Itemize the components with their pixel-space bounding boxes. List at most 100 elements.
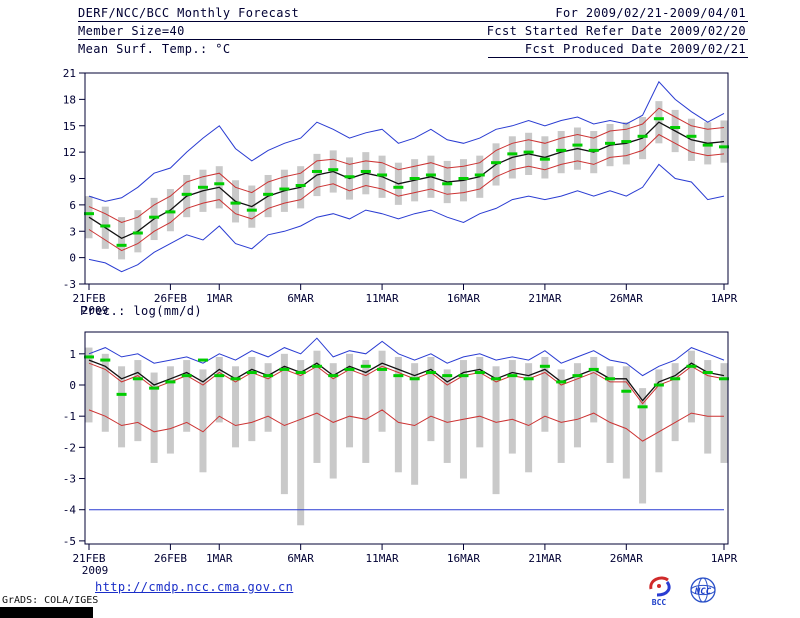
x-axis-year-label: 2009 [82,304,109,316]
observation-dash [100,224,111,228]
observation-dash [670,377,681,381]
observation-dash [458,374,469,378]
observation-dash [84,212,94,216]
ensemble-spread-bar [166,366,174,454]
ncc-logo-text: NCC [694,587,712,597]
ensemble-spread-bar [622,366,630,479]
observation-dash [344,367,355,371]
observation-dash [442,374,453,378]
ensemble-spread-bar [476,356,484,448]
observation-dash [670,126,681,130]
observation-dash [149,215,160,219]
observation-dash [702,371,713,375]
bcc-logo-dot [657,584,661,588]
ensemble-spread-bar [508,360,516,454]
observation-dash [507,152,518,156]
observation-dash [507,374,518,378]
page-title: DERF/NCC/BCC Monthly Forecast [78,6,300,20]
observation-dash [523,377,534,381]
observation-dash [84,355,94,359]
y-tick-label: 21 [63,67,76,80]
observation-dash [605,377,616,381]
observation-dash [621,140,632,144]
observation-dash [425,371,436,375]
observation-dash [653,117,664,121]
ensemble-mean-line [88,359,725,402]
ensemble-spread-bar [280,353,288,495]
cmdp-url-link[interactable]: http://cmdp.ncc.cma.gov.cn [95,580,294,594]
ensemble-spread-bar [557,369,565,463]
x-tick-label: 6MAR [287,552,314,565]
observation-dash [360,169,371,173]
ensemble-spread-bar [378,350,386,432]
variable-label: Mean Surf. Temp.: °C [78,42,231,56]
ensemble-spread-bar [427,356,435,442]
observation-dash [246,208,257,212]
member-size-label: Member Size=40 [78,24,185,38]
ensemble-spread-bar [720,363,728,463]
lower-quartile-line [88,409,724,442]
x-tick-label: 21FEB [72,552,105,565]
upper-quartile-line [88,362,725,405]
x-tick-label: 11MAR [366,292,399,305]
ensemble-spread-bar [329,363,337,479]
x-tick-label: 21MAR [528,292,561,305]
observation-dash [556,380,567,384]
ensemble-spread-bar [573,363,581,448]
observation-dash [605,141,616,145]
observation-dash [393,374,404,378]
observation-dash [637,405,648,409]
observation-dash [377,367,388,371]
forecast-range: For 2009/02/21-2009/04/01 [555,6,746,20]
ensemble-spread-bar [85,196,93,239]
header-divider-3 [488,57,748,58]
ensemble-spread-bar [118,366,126,448]
ensemble-spread-bar [655,369,663,473]
y-tick-label: 18 [63,93,76,106]
observation-dash [491,377,502,381]
ensemble-spread-bar [232,366,240,448]
x-tick-label: 16MAR [447,292,480,305]
plot-frame [84,72,729,285]
observation-dash [588,148,599,152]
ensemble-spread-bar [704,360,712,454]
observation-dash [588,367,599,371]
observation-dash [311,169,322,173]
observation-dash [214,182,225,186]
x-tick-label: 1APR [711,292,738,305]
y-tick-label: -4 [63,504,77,517]
x-tick-label: 16MAR [447,552,480,565]
observation-dash [556,148,567,152]
x-tick-label: 26FEB [154,292,187,305]
grads-credit: GrADS: COLA/IGES [2,595,99,606]
y-tick-label: 9 [69,173,76,186]
observation-dash [263,192,274,196]
ensemble-spread-bar [248,356,256,442]
ensemble-spread-bar [443,369,451,463]
observation-dash [230,201,241,205]
observation-dash [539,364,550,368]
ensemble-spread-bar [541,356,549,432]
ensemble-spread-bar [264,363,272,432]
observation-dash [328,168,339,172]
observation-dash [474,173,485,177]
ensemble-spread-bar [215,356,223,423]
y-tick-label: -1 [63,410,76,423]
observation-dash [491,161,502,165]
ensemble-spread-bar [183,360,191,432]
observation-dash [686,134,697,138]
observation-dash [637,134,648,138]
y-tick-label: -5 [63,535,76,548]
x-tick-label: 11MAR [366,552,399,565]
ncc-logo: NCC [690,577,716,603]
y-tick-label: 3 [69,225,76,238]
observation-dash [279,187,290,191]
observation-dash [181,192,192,196]
ensemble-mean-line [88,121,725,240]
observation-dash [197,358,208,362]
y-tick-label: -3 [63,278,76,291]
observation-dash [100,358,111,362]
plot-frame [84,331,729,545]
ensemble-spread-bar [720,120,728,163]
